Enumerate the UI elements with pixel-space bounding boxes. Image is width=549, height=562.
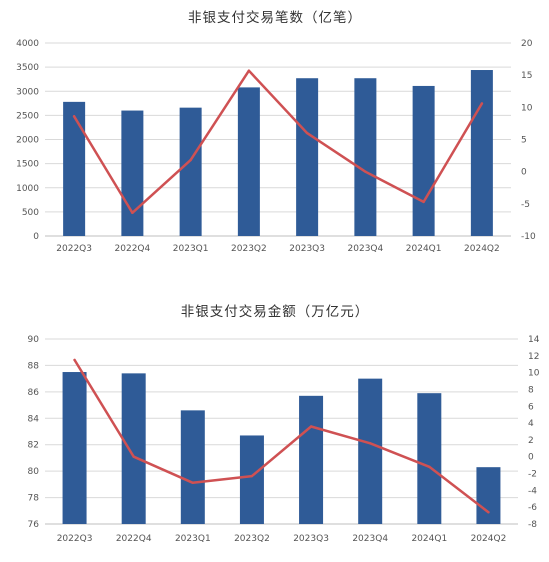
chart-1-x-tick-label: 2023Q3 bbox=[289, 244, 325, 254]
chart-1-y2-tick-label: 5 bbox=[521, 136, 527, 146]
chart-1-y2-tick-label: -5 bbox=[521, 200, 530, 210]
chart-1-bar bbox=[63, 101, 86, 237]
chart-1-y-tick-label: 1500 bbox=[16, 160, 39, 170]
chart-2-x-tick-label: 2023Q2 bbox=[234, 534, 270, 544]
chart-2-y-tick-label: 76 bbox=[28, 520, 40, 530]
chart-1-y-tick-label: 1000 bbox=[16, 184, 39, 194]
chart-2-growth-line bbox=[73, 358, 490, 514]
chart-2-line-point bbox=[487, 511, 490, 514]
chart-2-y-tick-label: 82 bbox=[28, 441, 39, 451]
chart-1-x-tick-label: 2022Q4 bbox=[115, 244, 151, 254]
chart-1-x-tick-label: 2024Q1 bbox=[406, 244, 442, 254]
chart-1-x-tick-label: 2024Q2 bbox=[464, 244, 500, 254]
chart-2-y2-tick-label: -4 bbox=[528, 486, 537, 496]
chart-1-x-tick-label: 2023Q1 bbox=[173, 244, 209, 254]
chart-1-line-point bbox=[247, 69, 251, 72]
chart-2-y2-tick-label: 8 bbox=[528, 385, 534, 395]
chart-1-line-point bbox=[72, 115, 76, 118]
chart-2-y-tick-label: 84 bbox=[28, 414, 40, 424]
chart-2-bar bbox=[62, 372, 87, 524]
chart-2-x-tick-label: 2022Q4 bbox=[116, 534, 152, 544]
chart-1-y2-tick-label: 0 bbox=[521, 168, 527, 178]
chart-1-y-tick-label: 3500 bbox=[16, 63, 39, 73]
chart-2: 非银支付交易金额（万亿元） 7678808284868890-8-6-4-202… bbox=[28, 303, 540, 544]
chart-2-line-point bbox=[73, 358, 76, 362]
chart-1-y2-tick-label: 20 bbox=[521, 39, 533, 49]
chart-2-y-tick-label: 86 bbox=[28, 388, 40, 398]
chart-1-y-tick-label: 500 bbox=[22, 208, 39, 218]
chart-2-y2-tick-label: 10 bbox=[528, 369, 540, 379]
chart-1: 非银支付交易笔数（亿笔） 0 500 1000 1500 2000 2500 3000 350… bbox=[16, 9, 536, 254]
chart-2-y-tick-label: 90 bbox=[28, 335, 40, 345]
chart-2-y-tick-label: 88 bbox=[28, 361, 40, 371]
chart-2-x-tick-label: 2024Q1 bbox=[411, 534, 447, 544]
chart-1-y2-tick-label: 15 bbox=[521, 71, 532, 81]
chart-1-line-point bbox=[189, 158, 192, 162]
chart-2-bar bbox=[299, 395, 324, 524]
chart-2-line-point bbox=[132, 455, 135, 458]
chart-2-y2-tick-label: 14 bbox=[528, 335, 540, 345]
chart-2-x-tick-label: 2022Q3 bbox=[57, 534, 93, 544]
chart-2-bar bbox=[121, 373, 146, 524]
chart-2-x-tick-label: 2023Q1 bbox=[175, 534, 211, 544]
chart-2-line-point bbox=[428, 465, 431, 469]
chart-1-x-tick-label: 2023Q2 bbox=[231, 244, 267, 254]
chart-2-x-tick-label: 2024Q2 bbox=[471, 534, 507, 544]
chart-1-y-tick-label: 2500 bbox=[16, 111, 39, 121]
chart-2-y-tick-label: 80 bbox=[28, 467, 40, 477]
chart-2-line-point bbox=[191, 481, 195, 484]
chart-2-title: 非银支付交易金额（万亿元） bbox=[181, 303, 370, 320]
chart-1-line-point bbox=[480, 102, 484, 105]
chart-1-line-point bbox=[364, 170, 367, 173]
chart-1-bar bbox=[412, 85, 435, 236]
chart-2-bar bbox=[476, 467, 501, 524]
chart-2-line-point bbox=[309, 425, 313, 428]
chart-2-y2-tick-label: -6 bbox=[528, 503, 537, 513]
chart-2-plot: 76 78 80 82 84 86 88 90 -8 -6 -4 -2 0 2 4 6 8 10 12 14 2022Q… bbox=[28, 335, 540, 544]
chart-2-bar bbox=[239, 435, 264, 524]
chart-1-bar bbox=[296, 78, 319, 236]
chart-2-y2-tick-label: 2 bbox=[528, 436, 534, 446]
chart-2-y2-tick-label: -8 bbox=[528, 520, 537, 530]
chart-1-line-point bbox=[422, 200, 425, 204]
chart-2-bar bbox=[417, 393, 442, 524]
chart-1-bar bbox=[354, 78, 377, 236]
chart-2-bar bbox=[180, 410, 205, 524]
chart-2-y2-tick-label: 0 bbox=[528, 453, 534, 463]
chart-2-line-point bbox=[250, 474, 254, 478]
chart-2-y2-tick-label: 4 bbox=[528, 419, 534, 429]
chart-1-growth-line bbox=[72, 69, 484, 215]
chart-1-bar bbox=[237, 87, 260, 236]
chart-1-y2-tick-label: -10 bbox=[521, 232, 536, 242]
chart-1-y-tick-label: 0 bbox=[33, 232, 39, 242]
chart-1-y-tick-label: 2000 bbox=[16, 136, 39, 146]
chart-2-bar bbox=[358, 378, 383, 524]
chart-1-y2-tick-label: 10 bbox=[521, 103, 533, 113]
chart-1-x-tick-label: 2022Q3 bbox=[56, 244, 92, 254]
chart-2-line-point bbox=[368, 442, 372, 445]
chart-1-line-point bbox=[305, 131, 309, 135]
chart-1-bar bbox=[179, 107, 202, 236]
chart-1-bar bbox=[121, 110, 144, 236]
chart-1-y-tick-label: 4000 bbox=[16, 39, 39, 49]
chart-1-title: 非银支付交易笔数（亿笔） bbox=[188, 9, 362, 26]
chart-2-y2-tick-label: 6 bbox=[528, 402, 534, 412]
chart-1-bar bbox=[470, 70, 493, 237]
chart-2-x-tick-label: 2023Q4 bbox=[352, 534, 388, 544]
chart-2-y2-tick-label: -2 bbox=[528, 470, 537, 480]
chart-1-x-tick-label: 2023Q4 bbox=[348, 244, 384, 254]
chart-2-y2-tick-label: 12 bbox=[528, 352, 539, 362]
chart-1-plot: 0 500 1000 1500 2000 2500 3000 3500 4000 -10 -5 0 5 1… bbox=[16, 39, 536, 254]
chart-1-y-tick-label: 3000 bbox=[16, 87, 39, 97]
chart-1-line-point bbox=[131, 211, 134, 215]
chart-2-y-tick-label: 78 bbox=[28, 494, 40, 504]
chart-2-x-tick-label: 2023Q3 bbox=[293, 534, 329, 544]
